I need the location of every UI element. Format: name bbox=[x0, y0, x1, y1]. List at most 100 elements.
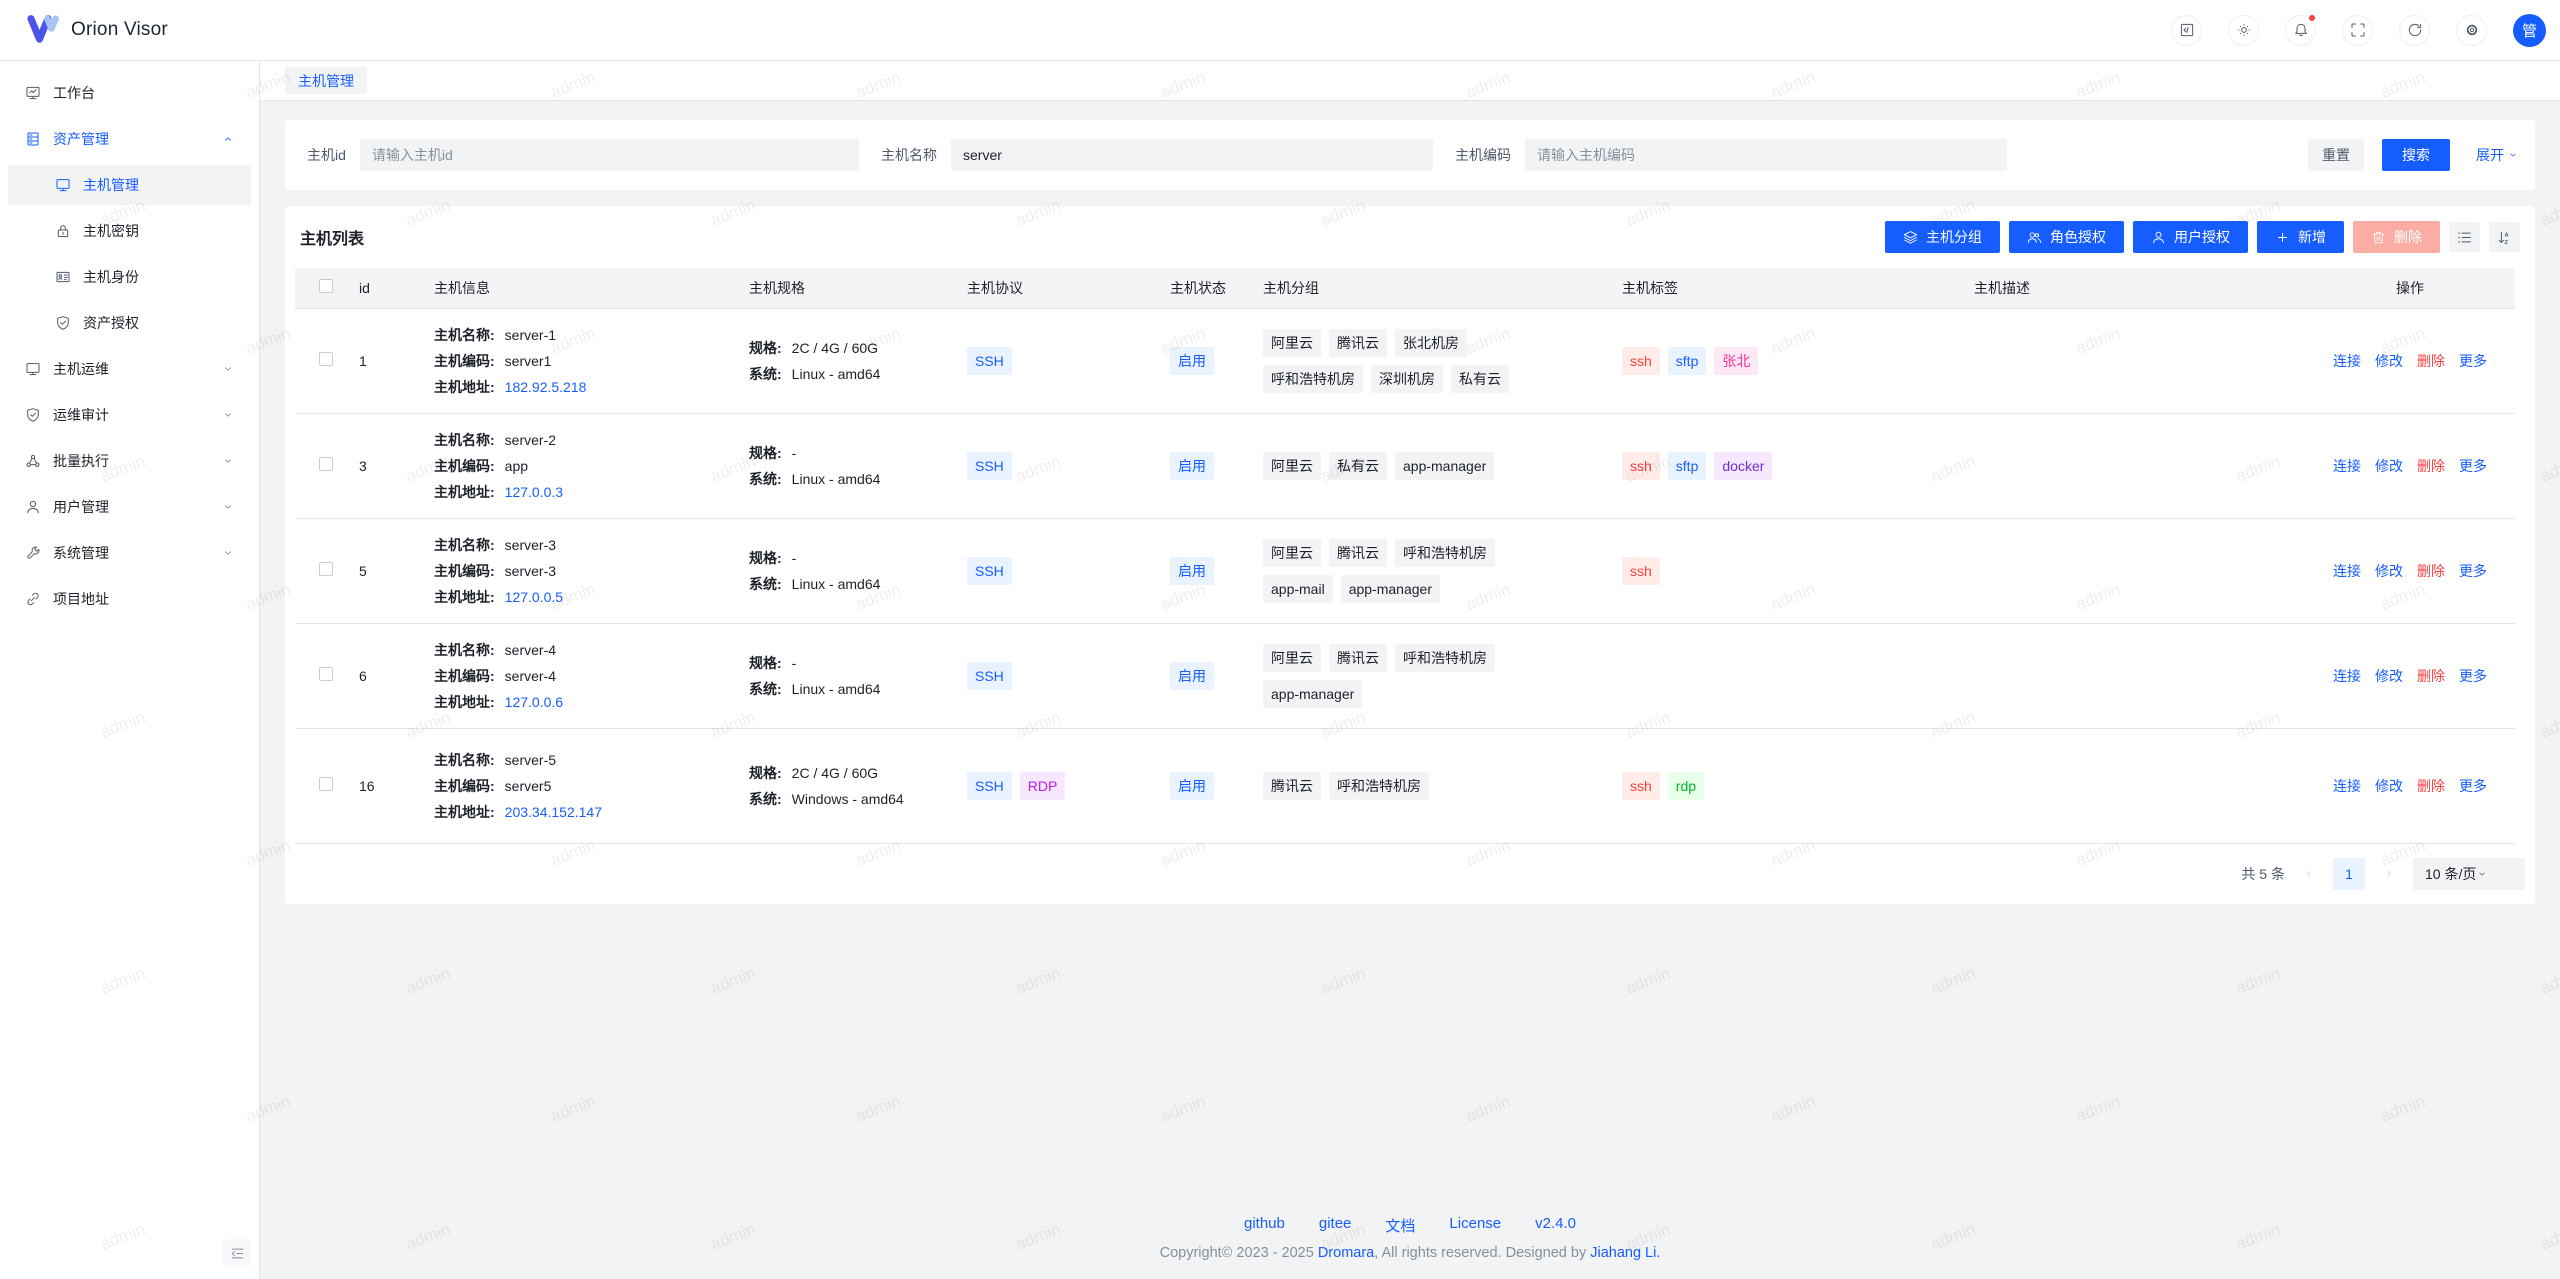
role-grant-button[interactable]: 角色授权 bbox=[2009, 221, 2124, 253]
info-label: 规格: bbox=[749, 339, 782, 356]
host-name: server-2 bbox=[504, 431, 557, 448]
copyright-author-link[interactable]: Jiahang Li. bbox=[1590, 1245, 1661, 1261]
sidebar-item-workbench[interactable]: 工作台 bbox=[8, 73, 251, 113]
host-address-link[interactable]: 127.0.0.5 bbox=[504, 588, 564, 605]
row-action-connect[interactable]: 连接 bbox=[2333, 457, 2361, 474]
select-all-checkbox[interactable] bbox=[319, 279, 333, 294]
code-button[interactable] bbox=[2171, 14, 2202, 46]
group-tag: 阿里云 bbox=[1263, 328, 1321, 357]
sidebar-item-host-identity[interactable]: 主机身份 bbox=[8, 257, 251, 297]
info-label: 主机名称: bbox=[434, 751, 495, 768]
row-action-delete[interactable]: 删除 bbox=[2417, 777, 2445, 794]
fullscreen-button[interactable] bbox=[2342, 14, 2373, 46]
reset-button[interactable]: 重置 bbox=[2308, 139, 2364, 171]
sidebar-item-asset-grant[interactable]: 资产授权 bbox=[8, 303, 251, 343]
copyright-org-link[interactable]: Dromara bbox=[1317, 1245, 1375, 1261]
row-checkbox[interactable] bbox=[319, 777, 333, 791]
footer-link-github[interactable]: github bbox=[1244, 1215, 1285, 1232]
page-number-button[interactable]: 1 bbox=[2333, 857, 2365, 890]
notifications-button[interactable] bbox=[2285, 12, 2317, 46]
user-grant-button[interactable]: 用户授权 bbox=[2133, 221, 2248, 253]
sidebar-item-label: 系统管理 bbox=[53, 545, 109, 561]
row-action-more[interactable]: 更多 bbox=[2459, 352, 2487, 369]
sidebar-item-batch-exec[interactable]: 批量执行 bbox=[8, 441, 251, 481]
row-action-more[interactable]: 更多 bbox=[2459, 667, 2487, 684]
sidebar-item-label: 主机密钥 bbox=[83, 223, 139, 239]
row-checkbox[interactable] bbox=[319, 667, 333, 681]
host-address-link[interactable]: 203.34.152.147 bbox=[504, 803, 602, 820]
row-action-delete[interactable]: 删除 bbox=[2417, 352, 2445, 369]
row-checkbox[interactable] bbox=[319, 352, 333, 366]
lock-icon bbox=[55, 223, 71, 239]
host-info-cell: 主机名称: server-5 主机编码: server5 主机地址: 203.34.152… bbox=[410, 728, 725, 844]
sidebar-item-label: 主机运维 bbox=[53, 361, 109, 377]
page-size-select[interactable]: 10 条/页 bbox=[2413, 857, 2525, 890]
row-action-connect[interactable]: 连接 bbox=[2333, 667, 2361, 684]
row-action-connect[interactable]: 连接 bbox=[2333, 352, 2361, 369]
sidebar-item-host-key[interactable]: 主机密钥 bbox=[8, 211, 251, 251]
row-action-more[interactable]: 更多 bbox=[2459, 777, 2487, 794]
host-name-input[interactable] bbox=[951, 139, 1433, 171]
footer-link--[interactable]: 文档 bbox=[1385, 1218, 1416, 1235]
row-checkbox[interactable] bbox=[319, 457, 333, 471]
brightness-button[interactable] bbox=[2228, 14, 2259, 46]
footer-link-v2-4-0[interactable]: v2.4.0 bbox=[1535, 1215, 1576, 1232]
footer-link-license[interactable]: License bbox=[1449, 1215, 1502, 1232]
row-action-more[interactable]: 更多 bbox=[2459, 562, 2487, 579]
host-info-cell: 主机名称: server-2 主机编码: app 主机地址: 127.0.0.3 bbox=[410, 413, 725, 519]
host-table: id 主机信息 主机规格 主机协议 主机状态 主机分组 主机标签 主机描述 操作 1 主机名称: s… bbox=[295, 268, 2515, 844]
info-label: 主机名称: bbox=[434, 431, 495, 448]
sidebar-item-host-ops[interactable]: 主机运维 bbox=[8, 349, 251, 389]
sidebar-item-ops-audit[interactable]: 运维审计 bbox=[8, 395, 251, 435]
row-action-connect[interactable]: 连接 bbox=[2333, 777, 2361, 794]
tab-host-manage[interactable]: 主机管理 bbox=[285, 67, 367, 94]
table-row: 3 主机名称: server-2 主机编码: app 主机地址: 127.0.0.3 规格: -… bbox=[295, 413, 2515, 519]
row-action-connect[interactable]: 连接 bbox=[2333, 562, 2361, 579]
host-address-link[interactable]: 182.92.5.218 bbox=[504, 378, 587, 395]
sidebar-item-label: 运维审计 bbox=[53, 407, 109, 423]
host-system: Windows - amd64 bbox=[791, 790, 904, 807]
host-address-link[interactable]: 127.0.0.6 bbox=[504, 693, 564, 710]
prev-page-button[interactable] bbox=[2297, 858, 2321, 890]
row-action-more[interactable]: 更多 bbox=[2459, 457, 2487, 474]
info-label: 规格: bbox=[749, 444, 782, 461]
settings-button[interactable] bbox=[2456, 14, 2487, 46]
row-action-edit[interactable]: 修改 bbox=[2375, 667, 2403, 684]
host-description-cell bbox=[1950, 518, 2305, 624]
host-spec: 2C / 4G / 60G bbox=[791, 764, 879, 781]
next-page-button[interactable] bbox=[2377, 858, 2401, 890]
row-checkbox[interactable] bbox=[319, 562, 333, 576]
add-button[interactable]: 新增 bbox=[2257, 221, 2344, 253]
refresh-button[interactable] bbox=[2399, 14, 2430, 46]
sidebar-item-system-manage[interactable]: 系统管理 bbox=[8, 533, 251, 573]
row-action-edit[interactable]: 修改 bbox=[2375, 457, 2403, 474]
sidebar-collapse-button[interactable] bbox=[223, 1239, 251, 1267]
host-id-input[interactable] bbox=[359, 139, 859, 171]
search-button[interactable]: 搜索 bbox=[2382, 139, 2450, 171]
list-view-button[interactable] bbox=[2449, 222, 2480, 252]
expand-toggle[interactable]: 展开 bbox=[2476, 145, 2519, 165]
sidebar-item-project-url[interactable]: 项目地址 bbox=[8, 579, 251, 619]
sidebar-submenu-asset-manage: 主机管理主机密钥主机身份资产授权 bbox=[0, 165, 259, 343]
row-action-edit[interactable]: 修改 bbox=[2375, 777, 2403, 794]
layers-icon bbox=[1903, 230, 1918, 245]
host-group-button[interactable]: 主机分组 bbox=[1885, 221, 2000, 253]
delete-button: 删除 bbox=[2353, 221, 2440, 253]
row-action-delete[interactable]: 删除 bbox=[2417, 562, 2445, 579]
search-field-host-name: 主机名称 bbox=[881, 139, 1433, 171]
footer-link-gitee[interactable]: gitee bbox=[1318, 1215, 1352, 1232]
sidebar-item-asset-manage[interactable]: 资产管理 bbox=[8, 119, 251, 159]
row-action-delete[interactable]: 删除 bbox=[2417, 667, 2445, 684]
row-action-edit[interactable]: 修改 bbox=[2375, 352, 2403, 369]
row-action-delete[interactable]: 删除 bbox=[2417, 457, 2445, 474]
sidebar-item-user-manage[interactable]: 用户管理 bbox=[8, 487, 251, 527]
row-action-edit[interactable]: 修改 bbox=[2375, 562, 2403, 579]
user-avatar[interactable]: 管 bbox=[2513, 13, 2546, 47]
status-tag: 启用 bbox=[1170, 771, 1214, 800]
host-spec-cell: 规格: 2C / 4G / 60G 系统: Windows - amd64 bbox=[725, 728, 943, 844]
host-address-link[interactable]: 127.0.0.3 bbox=[504, 483, 564, 500]
info-label: 规格: bbox=[749, 549, 782, 566]
host-code-input[interactable] bbox=[1525, 139, 2007, 171]
sidebar-item-host-manage[interactable]: 主机管理 bbox=[8, 165, 251, 205]
